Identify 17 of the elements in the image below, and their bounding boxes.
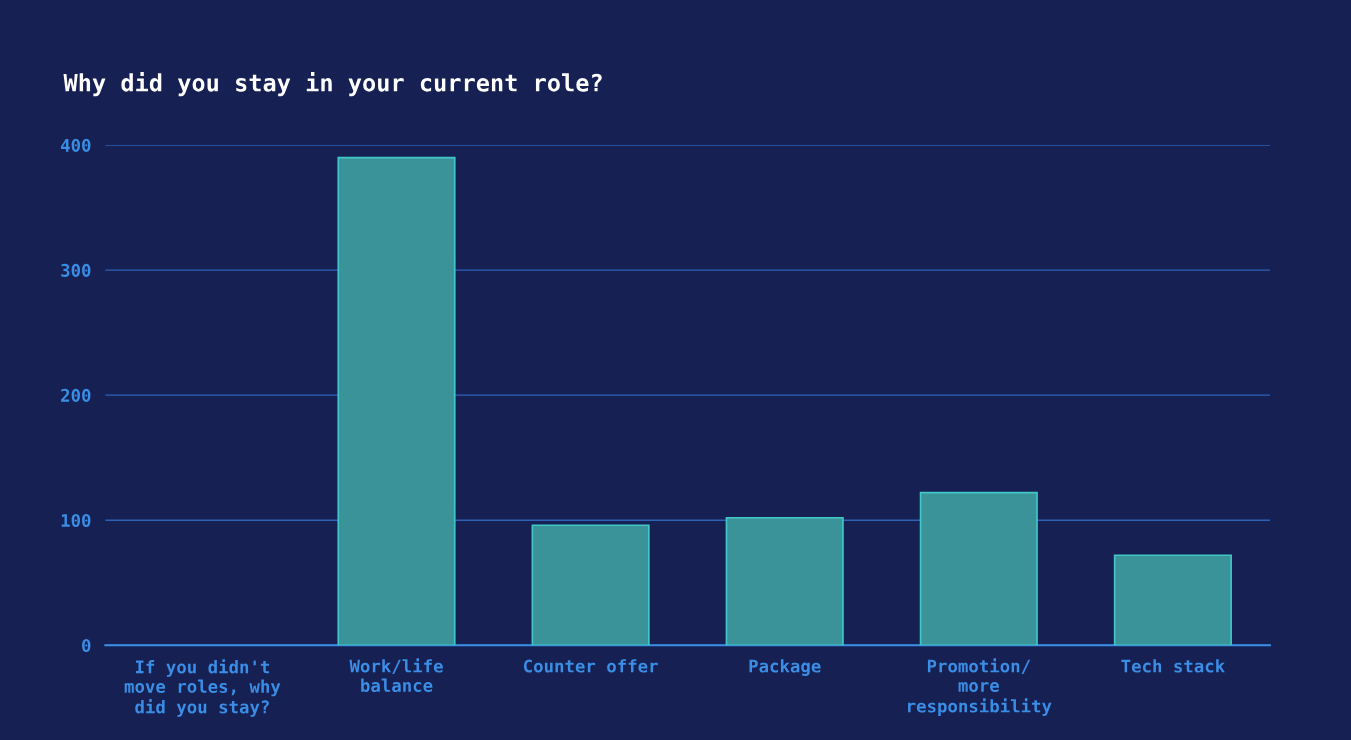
y-tick-label: 200 — [61, 388, 91, 402]
bar — [919, 491, 1038, 646]
bar — [531, 524, 650, 646]
y-tick-label: 400 — [61, 138, 91, 152]
x-tick-label: Counter offer — [523, 659, 658, 673]
bar — [1113, 554, 1232, 646]
bar — [337, 156, 456, 646]
bar — [725, 516, 844, 646]
chart-title: Why did you stay in your current role? — [63, 72, 602, 97]
x-tick-label: Package — [749, 659, 821, 676]
x-tick-label: If you didn't move roles, why did you stay? — [124, 659, 281, 717]
y-tick-label: 0 — [82, 638, 91, 653]
x-tick-label: Tech stack — [1121, 659, 1225, 673]
x-tick-label: Work/life balance — [349, 658, 443, 693]
y-tick-label: 100 — [61, 513, 91, 528]
y-tick-label: 300 — [61, 263, 91, 277]
x-tick-label: Promotion/ more responsibility — [908, 658, 1052, 716]
